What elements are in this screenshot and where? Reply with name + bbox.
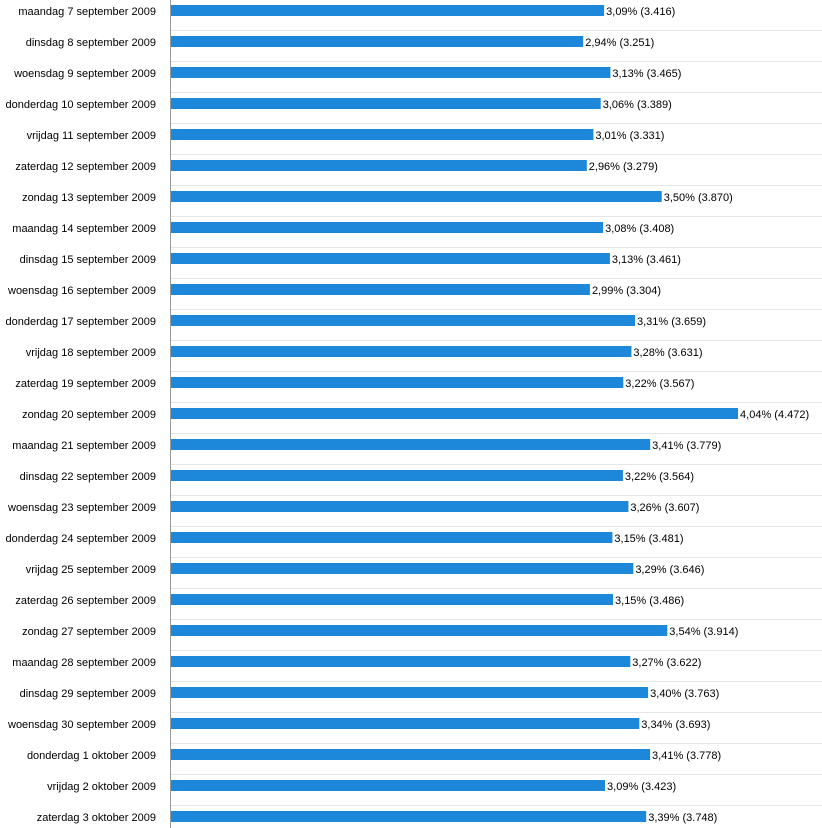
data-label: 3,31% (3.659)	[637, 316, 706, 328]
bar	[171, 160, 587, 171]
category-label: dinsdag 15 september 2009	[20, 254, 156, 266]
data-label: 3,08% (3.408)	[605, 223, 674, 235]
category-label: dinsdag 29 september 2009	[20, 688, 156, 700]
bar	[171, 780, 605, 791]
bar	[171, 67, 611, 78]
category-label: zaterdag 26 september 2009	[15, 595, 156, 607]
data-label: 3,09% (3.423)	[607, 781, 676, 793]
data-label: 3,34% (3.693)	[641, 719, 710, 731]
bar	[171, 284, 590, 295]
bar	[171, 470, 623, 481]
data-label: 2,99% (3.304)	[592, 285, 661, 297]
bar	[171, 532, 613, 543]
category-label: woensdag 30 september 2009	[7, 719, 156, 731]
bar	[171, 656, 631, 667]
category-label: vrijdag 18 september 2009	[26, 347, 156, 359]
category-label: zondag 27 september 2009	[22, 626, 156, 638]
bar	[171, 191, 662, 202]
data-label: 3,41% (3.778)	[652, 750, 721, 762]
data-label: 3,06% (3.389)	[603, 99, 672, 111]
bar	[171, 439, 651, 450]
category-label: vrijdag 11 september 2009	[27, 130, 156, 142]
bar	[171, 408, 738, 419]
category-label: zondag 13 september 2009	[22, 192, 156, 204]
bar	[171, 98, 601, 109]
data-label: 3,13% (3.461)	[612, 254, 681, 266]
bar	[171, 718, 640, 729]
category-label: donderdag 24 september 2009	[6, 533, 156, 545]
category-label: dinsdag 22 september 2009	[20, 471, 156, 483]
data-label: 3,39% (3.748)	[648, 812, 717, 824]
category-label: dinsdag 8 september 2009	[26, 37, 156, 49]
data-label: 3,09% (3.416)	[606, 6, 675, 18]
bar	[171, 222, 604, 233]
bar	[171, 5, 605, 16]
data-label: 3,41% (3.779)	[652, 440, 721, 452]
category-label: zondag 20 september 2009	[22, 409, 156, 421]
data-label: 3,01% (3.331)	[595, 130, 664, 142]
value-labels: 3,09% (3.416) 2,94% (3.251) 3,13% (3.465) 3…	[585, 6, 809, 824]
data-label: 3,15% (3.481)	[614, 533, 683, 545]
bar	[171, 501, 629, 512]
category-label: zaterdag 19 september 2009	[15, 378, 156, 390]
category-label: zaterdag 3 oktober 2009	[37, 812, 156, 824]
bar	[171, 749, 651, 760]
data-label: 3,22% (3.564)	[625, 471, 694, 483]
category-label: maandag 14 september 2009	[12, 223, 156, 235]
data-label: 2,96% (3.279)	[589, 161, 658, 173]
bar	[171, 315, 635, 326]
bar	[171, 594, 613, 605]
bar	[171, 687, 649, 698]
category-label: vrijdag 2 oktober 2009	[47, 781, 156, 793]
category-label: vrijdag 25 september 2009	[26, 564, 156, 576]
bar	[171, 346, 632, 357]
category-label: maandag 28 september 2009	[12, 657, 156, 669]
category-label: maandag 21 september 2009	[12, 440, 156, 452]
category-label: woensdag 16 september 2009	[7, 285, 156, 297]
bar	[171, 253, 610, 264]
data-label: 3,40% (3.763)	[650, 688, 719, 700]
bar	[171, 563, 634, 574]
data-label: 3,27% (3.622)	[632, 657, 701, 669]
category-label: donderdag 17 september 2009	[6, 316, 156, 328]
bar	[171, 625, 668, 636]
data-label: 3,54% (3.914)	[669, 626, 738, 638]
data-label: 3,13% (3.465)	[612, 68, 681, 80]
category-label: woensdag 23 september 2009	[7, 502, 156, 514]
data-label: 4,04% (4.472)	[740, 409, 809, 421]
data-label: 3,26% (3.607)	[630, 502, 699, 514]
data-label: 3,22% (3.567)	[625, 378, 694, 390]
data-label: 3,15% (3.486)	[615, 595, 684, 607]
bar	[171, 129, 594, 140]
data-label: 3,50% (3.870)	[664, 192, 733, 204]
bar	[171, 36, 584, 47]
category-labels: maandag 7 september 2009 dinsdag 8 septem…	[6, 6, 156, 824]
category-label: donderdag 10 september 2009	[6, 99, 156, 111]
category-label: woensdag 9 september 2009	[13, 68, 156, 80]
bar	[171, 377, 624, 388]
category-label: maandag 7 september 2009	[18, 6, 156, 18]
data-label: 3,29% (3.646)	[635, 564, 704, 576]
bar	[171, 811, 647, 822]
category-label: donderdag 1 oktober 2009	[27, 750, 156, 762]
bar-series	[171, 5, 738, 822]
category-label: zaterdag 12 september 2009	[15, 161, 156, 173]
data-label: 3,28% (3.631)	[633, 347, 702, 359]
row-gridlines	[170, 30, 822, 806]
data-label: 2,94% (3.251)	[585, 37, 654, 49]
